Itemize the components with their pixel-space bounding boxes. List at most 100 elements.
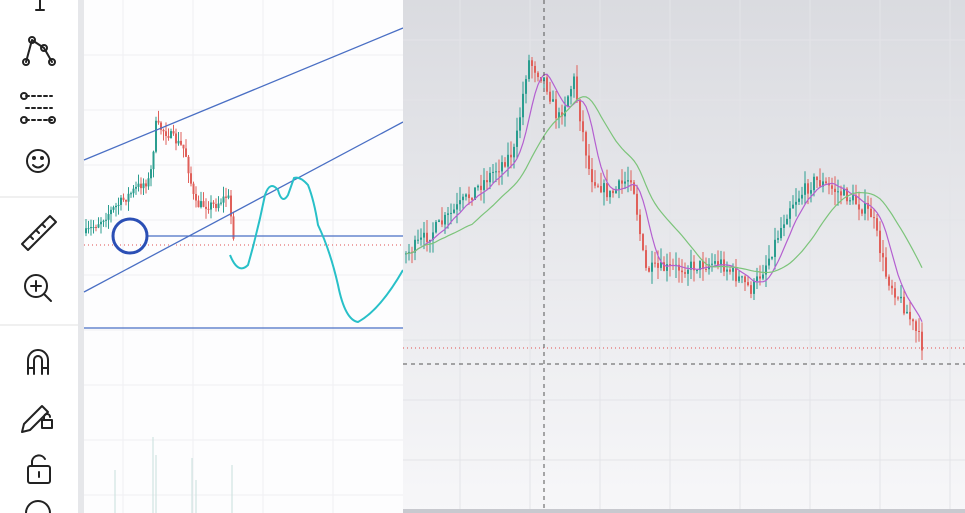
candle-body bbox=[92, 227, 95, 229]
candle-body bbox=[459, 200, 461, 205]
pattern-tool[interactable] bbox=[22, 36, 56, 66]
hide-tool[interactable] bbox=[25, 500, 51, 513]
channel-line bbox=[83, 27, 404, 161]
candle-body bbox=[615, 189, 617, 194]
candle-body bbox=[894, 288, 896, 298]
candle-body bbox=[202, 201, 205, 207]
candle-body bbox=[603, 183, 605, 193]
freehand-drawing bbox=[229, 176, 404, 324]
candle-body bbox=[654, 262, 656, 264]
candle-body bbox=[115, 205, 117, 208]
candle-body bbox=[426, 232, 428, 242]
candle-body bbox=[489, 172, 491, 183]
candle-body bbox=[187, 156, 190, 174]
candle-body bbox=[720, 259, 722, 266]
ruler-tool[interactable] bbox=[21, 215, 57, 251]
candle-body bbox=[447, 213, 449, 215]
candle-body bbox=[795, 201, 797, 205]
candle-body bbox=[774, 239, 776, 257]
candle-body bbox=[185, 148, 187, 157]
candle-body bbox=[873, 217, 875, 219]
candle-body bbox=[903, 296, 905, 314]
candle-body bbox=[879, 230, 881, 254]
candle-body bbox=[639, 214, 641, 235]
candle-body bbox=[813, 176, 815, 191]
candle-body bbox=[546, 77, 548, 92]
emoji-tool[interactable] bbox=[26, 149, 50, 173]
candle-body bbox=[510, 154, 512, 158]
fib-tool[interactable] bbox=[20, 92, 56, 124]
candle-body bbox=[693, 261, 695, 271]
candle-body bbox=[783, 224, 785, 228]
candle-body bbox=[771, 256, 773, 259]
candle-body bbox=[705, 268, 707, 270]
candle-body bbox=[137, 183, 140, 187]
candle-body bbox=[699, 260, 701, 271]
candle-body bbox=[837, 191, 839, 193]
candle-body bbox=[609, 190, 611, 198]
candle-body bbox=[621, 180, 623, 184]
panel-edge bbox=[403, 509, 965, 513]
candle-body bbox=[864, 203, 866, 214]
candle-body bbox=[612, 190, 614, 194]
candle-body bbox=[215, 203, 217, 209]
candle-body bbox=[822, 181, 824, 187]
candle-body bbox=[579, 99, 581, 122]
candle-body bbox=[684, 272, 686, 274]
candle-body bbox=[567, 96, 569, 107]
candle-body bbox=[142, 183, 145, 189]
candle-body bbox=[232, 216, 235, 239]
candle-body bbox=[597, 185, 599, 187]
candle-body bbox=[888, 276, 890, 286]
candle-body bbox=[570, 89, 572, 97]
candle-body bbox=[212, 202, 215, 204]
lock-tool[interactable] bbox=[27, 454, 51, 484]
toolbar bbox=[0, 0, 78, 513]
candle-body bbox=[663, 262, 665, 271]
candle-body bbox=[132, 188, 135, 194]
candle-body bbox=[846, 188, 848, 202]
candle-body bbox=[885, 257, 887, 277]
candle-body bbox=[588, 155, 590, 170]
candle-body bbox=[765, 265, 767, 275]
candle-body bbox=[807, 183, 809, 194]
candle-body bbox=[678, 264, 680, 271]
candle-body bbox=[696, 270, 698, 272]
candle-body bbox=[714, 261, 716, 264]
candle-body bbox=[417, 239, 419, 241]
candle-body bbox=[501, 162, 503, 172]
candle-body bbox=[197, 200, 200, 208]
candle-body bbox=[711, 263, 713, 265]
candle-body bbox=[122, 197, 125, 200]
candle-body bbox=[125, 199, 127, 202]
candle-body bbox=[438, 220, 440, 222]
candle-body bbox=[789, 208, 791, 219]
candle-body bbox=[651, 262, 653, 272]
candle-body bbox=[855, 195, 857, 205]
magnet-tool[interactable] bbox=[27, 349, 49, 375]
candle-body bbox=[162, 129, 165, 132]
candle-body bbox=[117, 204, 120, 206]
candle-body bbox=[160, 122, 162, 130]
candle-body bbox=[633, 182, 635, 194]
candle-body bbox=[525, 79, 527, 94]
lock-drawing-tool[interactable] bbox=[21, 405, 53, 433]
candle-body bbox=[762, 274, 764, 279]
candle-body bbox=[182, 144, 185, 149]
candle-body bbox=[549, 91, 551, 102]
candle-body bbox=[627, 180, 629, 182]
candle-body bbox=[522, 93, 524, 118]
candle-body bbox=[504, 162, 506, 167]
candle-body bbox=[618, 180, 620, 190]
candle-body bbox=[217, 203, 220, 209]
candle-body bbox=[594, 182, 596, 186]
candle-body bbox=[792, 204, 794, 209]
moving-average bbox=[405, 73, 923, 323]
candle-body bbox=[483, 180, 485, 190]
candle-body bbox=[155, 120, 157, 152]
text-tool[interactable] bbox=[35, 0, 45, 11]
candle-body bbox=[90, 227, 92, 229]
candle-body bbox=[480, 185, 482, 190]
zoom-tool[interactable] bbox=[24, 274, 52, 302]
